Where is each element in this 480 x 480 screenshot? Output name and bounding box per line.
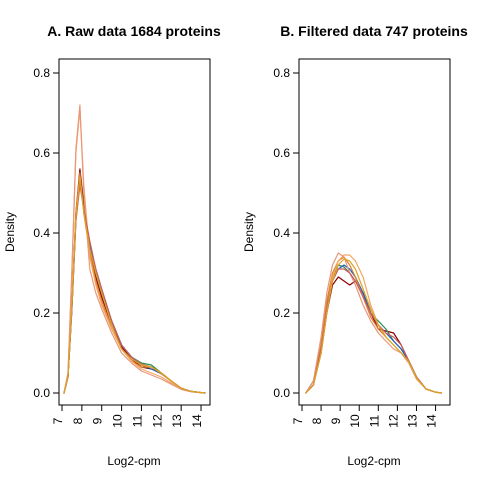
y-tick-label: 0.4 (273, 226, 290, 240)
x-tick-label: 12 (386, 414, 400, 428)
x-tick-label: 14 (190, 414, 204, 428)
panel-b-x-axis: 7 8 9 10 11 12 13 14 (291, 404, 439, 428)
panel-a-x-axis-label: Log2-cpm (107, 454, 160, 468)
x-tick-label: 14 (425, 414, 439, 428)
panel-a-y-axis: 0.0 0.2 0.4 0.6 0.8 (33, 66, 60, 400)
x-tick-label: 8 (310, 417, 324, 424)
panel-a-series (63, 104, 206, 394)
panel-b-x-axis-label: Log2-cpm (347, 454, 400, 468)
y-tick-label: 0.6 (273, 146, 290, 160)
density-line-6 (63, 104, 206, 394)
x-tick-label: 9 (329, 417, 343, 424)
panel-a-x-axis: 7 8 9 10 11 12 13 14 (51, 404, 204, 428)
y-tick-label: 0.2 (273, 306, 290, 320)
density-line-7 (305, 268, 442, 394)
x-tick-label: 11 (130, 414, 144, 427)
x-tick-label: 13 (405, 414, 419, 428)
density-line-2 (305, 264, 442, 394)
density-line-5 (305, 254, 442, 394)
y-tick-label: 0.6 (33, 146, 50, 160)
panel-b-y-axis: 0.0 0.2 0.4 0.6 0.8 (273, 66, 300, 400)
panel-a: A. Raw data 1684 proteins 0.00.20.40.60.… (3, 23, 221, 468)
y-tick-label: 0.4 (33, 226, 50, 240)
panel-a-y-axis-label: Density (3, 212, 17, 252)
x-tick-label: 10 (111, 414, 125, 428)
panel-b: B. Filtered data 747 proteins 0.00.20.40… (242, 23, 468, 468)
panel-a-title: A. Raw data 1684 proteins (47, 23, 221, 39)
x-tick-label: 8 (71, 417, 85, 424)
panel-b-y-axis-label: Density (242, 212, 256, 252)
panel-b-title: B. Filtered data 747 proteins (280, 23, 468, 39)
x-tick-label: 11 (367, 414, 381, 427)
y-tick-label: 0.8 (33, 66, 50, 80)
density-line-8 (305, 258, 442, 394)
x-tick-label: 7 (51, 417, 65, 424)
panel-b-series (305, 252, 442, 394)
panel-a-plot-frame (58, 58, 211, 406)
density-line-5 (63, 108, 206, 394)
x-tick-label: 7 (291, 417, 305, 424)
density-line-8 (63, 176, 206, 394)
density-line-6 (305, 252, 442, 394)
y-tick-label: 0.0 (33, 386, 50, 400)
y-tick-label: 0.2 (33, 306, 50, 320)
x-tick-label: 13 (170, 414, 184, 428)
x-tick-label: 10 (348, 414, 362, 428)
x-tick-label: 12 (150, 414, 164, 428)
density-line-3 (305, 264, 442, 394)
y-tick-label: 0.0 (273, 386, 290, 400)
x-tick-label: 9 (91, 417, 105, 424)
y-tick-label: 0.8 (273, 66, 290, 80)
